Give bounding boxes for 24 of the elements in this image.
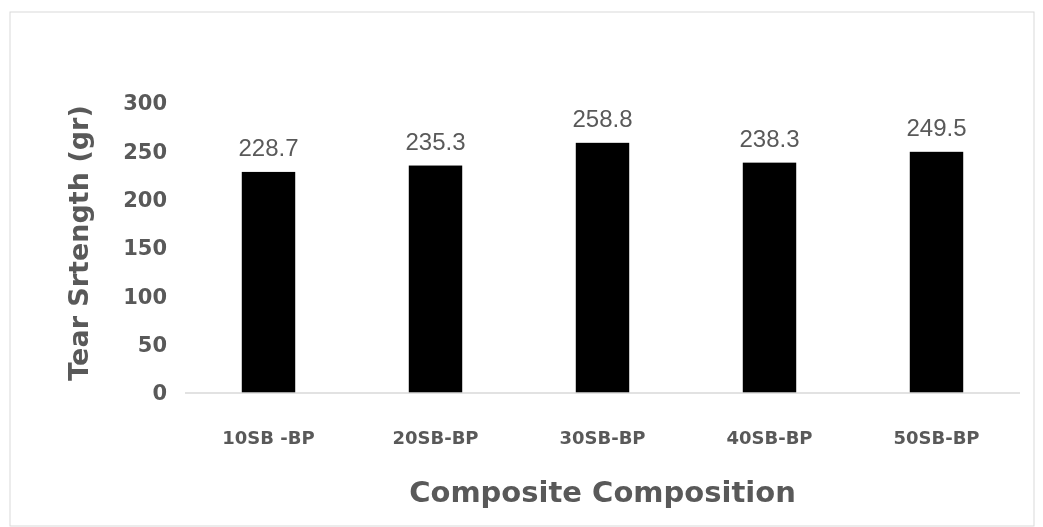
x-axis-title: Composite Composition xyxy=(409,475,796,509)
bar xyxy=(241,171,296,393)
x-tick-label: 50SB-BP xyxy=(893,427,980,448)
y-tick-label: 100 xyxy=(123,284,167,309)
y-axis-title: Tear Srtength (gr) xyxy=(63,105,94,381)
y-tick-label: 200 xyxy=(123,188,167,213)
data-label: 249.5 xyxy=(906,113,967,141)
bar xyxy=(909,151,964,393)
x-tick-label: 40SB-BP xyxy=(726,427,813,448)
x-tick-label: 30SB-BP xyxy=(559,427,646,448)
x-tick-label: 10SB -BP xyxy=(222,427,315,448)
y-tick-label: 50 xyxy=(137,333,167,358)
bar xyxy=(742,162,797,393)
y-tick-label: 250 xyxy=(123,139,167,164)
data-label: 238.3 xyxy=(739,124,800,152)
y-tick-label: 300 xyxy=(123,91,167,116)
y-tick-label: 0 xyxy=(152,381,167,406)
x-tick-label: 20SB-BP xyxy=(392,427,479,448)
y-tick-label: 150 xyxy=(123,236,167,261)
data-label: 258.8 xyxy=(572,104,633,132)
bar xyxy=(575,142,630,393)
data-label: 228.7 xyxy=(238,133,299,161)
bar xyxy=(408,165,463,393)
data-label: 235.3 xyxy=(405,127,466,155)
